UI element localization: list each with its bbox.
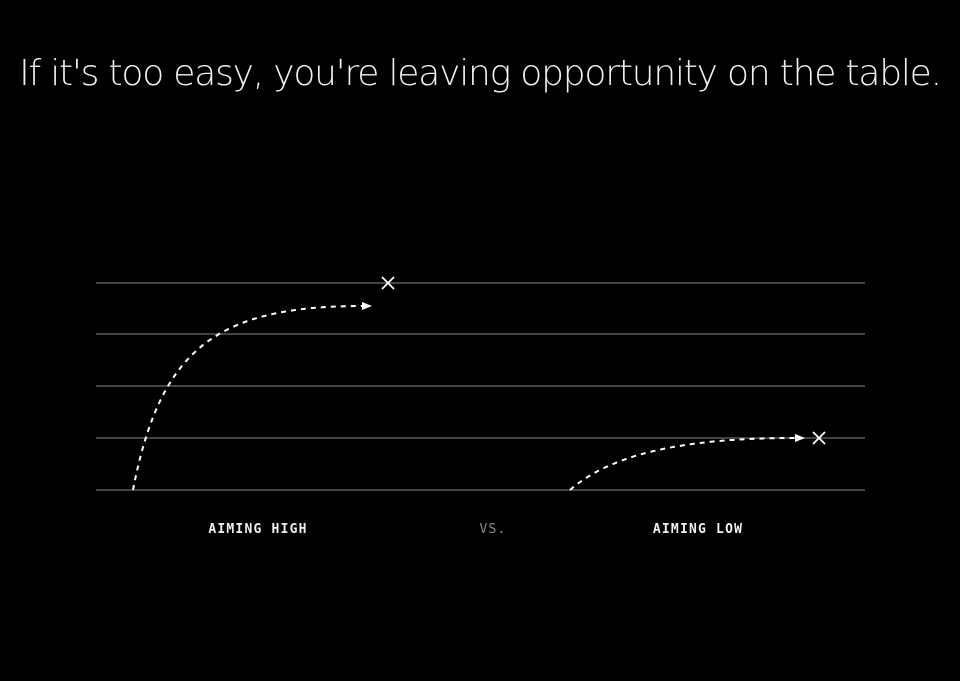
headline: If it's too easy, you're leaving opportu… [19,53,942,94]
x-mark-icon [812,431,826,445]
arrowhead-icon [795,434,805,442]
label-aiming-high: AIMING HIGH [208,522,308,537]
label-aiming-low: AIMING LOW [652,522,744,537]
high-dashed-path [132,305,363,491]
low-dashed-path [569,437,796,491]
aiming-low-trajectory [569,431,826,491]
x-mark-icon [381,276,395,290]
arrowhead-icon [362,302,372,310]
label-vs: VS. [479,522,507,537]
aiming-high-trajectory [132,276,395,491]
gridlines [96,282,865,491]
